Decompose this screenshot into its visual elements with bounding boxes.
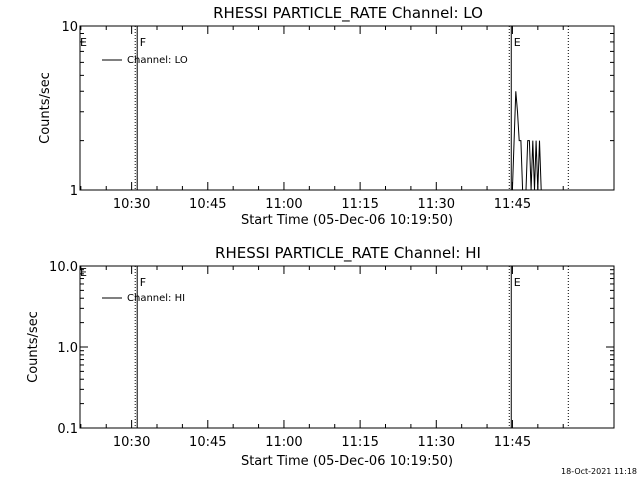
x-tick-label: 11:15 bbox=[341, 435, 378, 450]
legend: Channel: LO bbox=[102, 55, 188, 66]
y-tick-label: 10.0 bbox=[49, 260, 78, 275]
axis-ticks: 10:30 10:45 11:00 11:15 11:30 11:45 1 10 bbox=[61, 20, 615, 212]
y-axis-label: Counts/sec bbox=[38, 72, 53, 144]
axis-ticks: 10:30 10:45 11:00 11:15 11:30 11:45 0.1 1.0 10.0 bbox=[49, 260, 615, 450]
legend-entry: Channel: HI bbox=[127, 293, 185, 304]
y-tick-label: 0.1 bbox=[57, 422, 78, 437]
edge-flag-e: E bbox=[80, 36, 87, 49]
plot-frame bbox=[79, 25, 615, 191]
edge-flag-e: E bbox=[80, 266, 87, 279]
legend-entry: Channel: LO bbox=[127, 55, 188, 66]
x-tick-label: 11:30 bbox=[418, 197, 455, 212]
marker-label: E bbox=[514, 36, 521, 49]
timestamp-footer: 18-Oct-2021 11:18 bbox=[561, 467, 637, 476]
marker-label: F bbox=[140, 276, 146, 289]
x-tick-label: 10:30 bbox=[113, 435, 150, 450]
x-axis-label: Start Time (05-Dec-06 10:19:50) bbox=[241, 213, 453, 228]
chart-title: RHESSI PARTICLE_RATE Channel: LO bbox=[213, 4, 483, 23]
y-tick-label: 1.0 bbox=[57, 341, 78, 356]
x-tick-label: 11:30 bbox=[418, 435, 455, 450]
x-tick-label: 11:45 bbox=[494, 197, 531, 212]
x-tick-label: 10:30 bbox=[113, 197, 150, 212]
x-tick-label: 10:45 bbox=[189, 197, 226, 212]
legend: Channel: HI bbox=[102, 293, 185, 304]
x-tick-label: 11:45 bbox=[494, 435, 531, 450]
y-axis-label: Counts/sec bbox=[26, 311, 41, 383]
chart-lo: RHESSI PARTICLE_RATE Channel: LO Counts/… bbox=[38, 4, 615, 228]
plot-frame bbox=[79, 265, 615, 429]
y-tick-label: 10 bbox=[61, 20, 78, 35]
marker-label: E bbox=[514, 276, 521, 289]
x-tick-label: 11:00 bbox=[265, 197, 302, 212]
x-tick-label: 11:15 bbox=[341, 197, 378, 212]
x-tick-label: 11:00 bbox=[265, 435, 302, 450]
series-line bbox=[511, 91, 543, 191]
marker-label: F bbox=[140, 36, 146, 49]
series-lines bbox=[511, 91, 543, 191]
x-axis-label: Start Time (05-Dec-06 10:19:50) bbox=[241, 454, 453, 469]
chart-hi: RHESSI PARTICLE_RATE Channel: HI Counts/… bbox=[26, 244, 615, 469]
x-tick-label: 10:45 bbox=[189, 435, 226, 450]
y-tick-label: 1 bbox=[70, 184, 78, 199]
chart-title: RHESSI PARTICLE_RATE Channel: HI bbox=[215, 244, 481, 263]
